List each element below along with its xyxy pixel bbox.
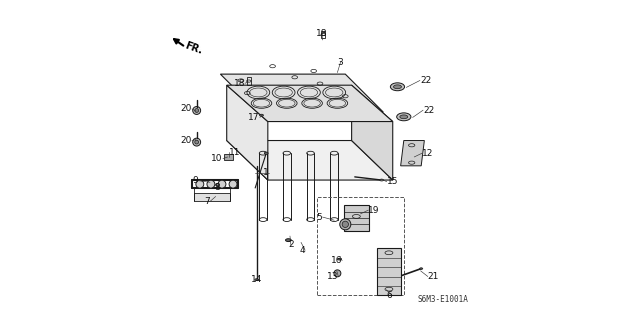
Text: 9: 9	[193, 176, 198, 185]
Ellipse shape	[260, 114, 264, 116]
Text: 8: 8	[214, 183, 220, 192]
Text: 13: 13	[327, 272, 339, 281]
Text: 11: 11	[229, 148, 241, 157]
Text: 5: 5	[317, 212, 323, 222]
Ellipse shape	[195, 108, 198, 112]
Text: 18: 18	[234, 79, 245, 88]
Text: S6M3-E1001A: S6M3-E1001A	[418, 295, 468, 304]
Ellipse shape	[229, 180, 237, 188]
Text: FR.: FR.	[184, 40, 204, 56]
Ellipse shape	[340, 219, 351, 230]
Ellipse shape	[193, 138, 200, 146]
Text: 14: 14	[251, 275, 262, 284]
Bar	[223, 154, 233, 160]
Polygon shape	[227, 141, 393, 180]
Text: 20: 20	[180, 104, 192, 113]
Ellipse shape	[195, 140, 198, 144]
Text: 12: 12	[422, 149, 433, 158]
Ellipse shape	[338, 258, 342, 260]
Ellipse shape	[394, 85, 401, 89]
Text: 22: 22	[420, 76, 431, 85]
Ellipse shape	[390, 83, 404, 91]
Text: 20: 20	[180, 136, 192, 145]
Ellipse shape	[196, 180, 204, 188]
Ellipse shape	[264, 152, 268, 154]
Polygon shape	[377, 248, 401, 295]
Text: 16: 16	[331, 256, 342, 265]
Ellipse shape	[420, 268, 423, 269]
Polygon shape	[227, 85, 393, 122]
Text: 15: 15	[387, 177, 398, 186]
Polygon shape	[351, 85, 393, 180]
Text: 2: 2	[288, 241, 294, 249]
Ellipse shape	[334, 270, 341, 277]
Ellipse shape	[193, 107, 200, 115]
Text: 3: 3	[338, 58, 344, 67]
Polygon shape	[227, 85, 268, 180]
Text: 19: 19	[369, 206, 380, 215]
Text: 21: 21	[428, 272, 439, 281]
Polygon shape	[401, 141, 424, 166]
Bar	[321, 31, 325, 38]
Text: 22: 22	[423, 106, 435, 115]
Ellipse shape	[397, 113, 411, 121]
Ellipse shape	[380, 179, 383, 181]
Polygon shape	[193, 193, 230, 201]
Text: 17: 17	[248, 113, 260, 122]
Ellipse shape	[285, 239, 291, 241]
Text: 18: 18	[316, 28, 328, 38]
Ellipse shape	[342, 221, 348, 227]
Text: 7: 7	[205, 197, 211, 206]
Ellipse shape	[207, 180, 215, 188]
Text: 1: 1	[263, 168, 269, 177]
Text: 4: 4	[300, 246, 305, 255]
Ellipse shape	[400, 115, 408, 119]
Ellipse shape	[216, 183, 219, 186]
Text: 10: 10	[211, 154, 223, 163]
Polygon shape	[220, 74, 383, 112]
Ellipse shape	[255, 279, 259, 281]
Polygon shape	[344, 205, 369, 231]
Text: 6: 6	[386, 291, 392, 300]
Bar	[246, 77, 251, 85]
Ellipse shape	[218, 180, 226, 188]
Bar	[317, 197, 404, 295]
